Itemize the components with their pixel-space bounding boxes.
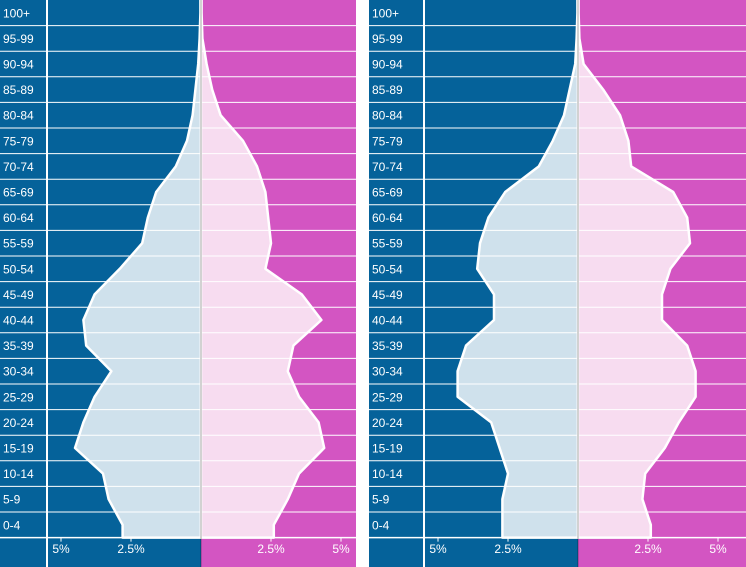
age-label-90-94: 90-94 bbox=[372, 58, 403, 72]
age-label-95-99: 95-99 bbox=[3, 32, 34, 46]
age-label-90-94: 90-94 bbox=[3, 58, 34, 72]
age-label-0-4: 0-4 bbox=[3, 518, 21, 532]
age-label-5-9: 5-9 bbox=[372, 493, 390, 507]
age-label-85-89: 85-89 bbox=[372, 83, 403, 97]
age-label-20-24: 20-24 bbox=[3, 416, 34, 430]
population-pyramid-right: 0-4 5-9 10-14 15-19 20-24 25-29 30-34 35-39 40-4… bbox=[369, 0, 746, 567]
age-label-80-84: 80-84 bbox=[372, 109, 403, 123]
age-label-100+: 100+ bbox=[3, 6, 30, 20]
age-label-65-69: 65-69 bbox=[372, 186, 403, 200]
age-label-15-19: 15-19 bbox=[372, 442, 403, 456]
age-label-60-64: 60-64 bbox=[372, 211, 403, 225]
age-label-75-79: 75-79 bbox=[372, 134, 403, 148]
age-label-5-9: 5-9 bbox=[3, 493, 21, 507]
age-label-25-29: 25-29 bbox=[3, 390, 34, 404]
age-label-70-74: 70-74 bbox=[3, 160, 34, 174]
age-label-10-14: 10-14 bbox=[3, 467, 34, 481]
age-label-10-14: 10-14 bbox=[372, 467, 403, 481]
age-label-45-49: 45-49 bbox=[372, 288, 403, 302]
age-label-20-24: 20-24 bbox=[372, 416, 403, 430]
age-label-45-49: 45-49 bbox=[3, 288, 34, 302]
age-label-40-44: 40-44 bbox=[3, 314, 34, 328]
x-tick-label: 5% bbox=[52, 542, 70, 556]
age-label-95-99: 95-99 bbox=[372, 32, 403, 46]
age-label-75-79: 75-79 bbox=[3, 134, 34, 148]
age-label-50-54: 50-54 bbox=[372, 262, 403, 276]
age-label-100+: 100+ bbox=[372, 6, 399, 20]
pyramid-chart-1: 0-4 5-9 10-14 15-19 20-24 25-29 30-34 35-39 40-4… bbox=[369, 0, 746, 567]
age-label-30-34: 30-34 bbox=[3, 365, 34, 379]
x-tick-label: 2.5% bbox=[257, 542, 285, 556]
population-pyramid-left: 0-4 5-9 10-14 15-19 20-24 25-29 30-34 35-39 40-4… bbox=[0, 0, 356, 567]
age-label-25-29: 25-29 bbox=[372, 390, 403, 404]
age-label-80-84: 80-84 bbox=[3, 109, 34, 123]
pyramid-chart-0: 0-4 5-9 10-14 15-19 20-24 25-29 30-34 35-39 40-4… bbox=[0, 0, 356, 567]
age-label-55-59: 55-59 bbox=[372, 237, 403, 251]
age-label-15-19: 15-19 bbox=[3, 442, 34, 456]
age-label-40-44: 40-44 bbox=[372, 314, 403, 328]
age-label-0-4: 0-4 bbox=[372, 518, 390, 532]
age-label-55-59: 55-59 bbox=[3, 237, 34, 251]
age-label-70-74: 70-74 bbox=[372, 160, 403, 174]
age-label-85-89: 85-89 bbox=[3, 83, 34, 97]
age-label-60-64: 60-64 bbox=[3, 211, 34, 225]
age-label-50-54: 50-54 bbox=[3, 262, 34, 276]
age-label-65-69: 65-69 bbox=[3, 186, 34, 200]
x-tick-label: 2.5% bbox=[634, 542, 662, 556]
age-label-35-39: 35-39 bbox=[372, 339, 403, 353]
x-tick-label: 2.5% bbox=[117, 542, 145, 556]
age-label-35-39: 35-39 bbox=[3, 339, 34, 353]
x-tick-label: 5% bbox=[429, 542, 447, 556]
x-tick-label: 5% bbox=[332, 542, 350, 556]
x-tick-label: 5% bbox=[709, 542, 727, 556]
x-tick-label: 2.5% bbox=[494, 542, 522, 556]
age-label-30-34: 30-34 bbox=[372, 365, 403, 379]
